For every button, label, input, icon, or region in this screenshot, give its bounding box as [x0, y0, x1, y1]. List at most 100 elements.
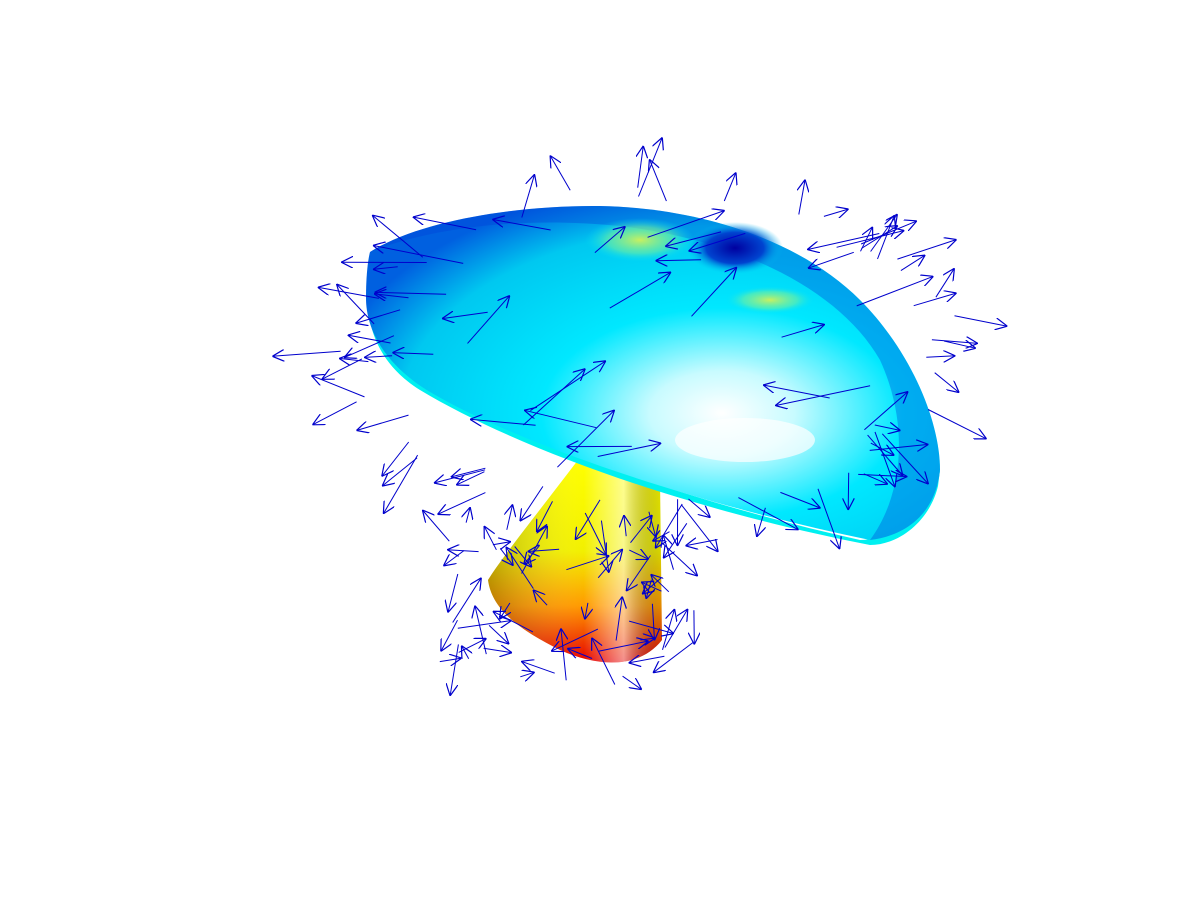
vector-arrow — [356, 414, 409, 430]
vector-arrow — [439, 658, 462, 662]
vector-arrow — [461, 646, 468, 660]
vector-arrow — [492, 542, 511, 545]
vector-arrow — [457, 621, 512, 629]
vector-arrow — [372, 215, 424, 258]
vector-arrow — [926, 356, 955, 357]
vector-arrow — [954, 315, 1008, 327]
vector-arrow — [575, 499, 601, 540]
vector-arrow — [373, 267, 398, 270]
vector-arrow — [483, 648, 512, 652]
vector-arrow — [434, 469, 486, 483]
vector-arrow — [856, 276, 934, 307]
vector-arrow — [775, 385, 871, 406]
vector-arrow — [311, 376, 365, 398]
vector-arrow — [458, 638, 487, 653]
vector-arrow — [451, 467, 486, 477]
vector-arrow — [934, 372, 960, 393]
vector-arrow — [656, 260, 702, 261]
vector-arrow — [943, 341, 976, 348]
vector-arrow — [689, 232, 746, 251]
vector-arrow — [685, 540, 718, 546]
vector-arrow — [466, 507, 470, 523]
vector-arrow — [863, 473, 888, 484]
vector-arrow — [823, 209, 849, 216]
vector-arrow — [521, 174, 535, 218]
vector-arrow — [344, 335, 395, 358]
vector-arrow — [628, 620, 674, 634]
vector-arrow — [524, 410, 597, 429]
vector-arrow — [626, 555, 651, 592]
vector-arrow — [441, 619, 458, 651]
vector-arrow — [874, 425, 901, 431]
vector-arrow — [649, 159, 667, 202]
vector-arrow — [781, 324, 825, 338]
vector-arrow — [622, 675, 642, 689]
vector-arrow — [897, 240, 956, 260]
vector-arrow — [663, 523, 688, 558]
vector-arrow — [520, 486, 544, 521]
vector-arrow — [651, 574, 670, 593]
vector-arrow — [624, 515, 626, 537]
vector-arrow — [661, 542, 698, 576]
vector-arrow — [383, 454, 419, 514]
vector-arrow — [488, 625, 509, 644]
vector-arrow — [799, 180, 805, 215]
vector-arrow — [638, 146, 644, 188]
vector-arrow — [757, 507, 766, 537]
vector-arrow — [597, 443, 662, 457]
vector-arrow — [566, 556, 609, 571]
vector-arrow — [443, 550, 465, 566]
vector-arrow — [467, 296, 510, 344]
vector-arrow — [860, 227, 873, 252]
vector-arrow — [688, 498, 711, 518]
vector-arrow — [913, 293, 957, 307]
vector-arrow — [392, 353, 434, 355]
vector-arrow — [448, 573, 459, 613]
vector-arrow — [738, 497, 798, 530]
vector-arrow — [422, 510, 450, 542]
vector-arrow — [927, 409, 987, 439]
vector-arrow — [662, 609, 675, 650]
vector-arrow — [450, 644, 459, 696]
vector-arrow — [313, 401, 357, 425]
vector-arrow — [318, 287, 379, 299]
vector-arrow — [528, 549, 560, 551]
vector-arrow — [935, 268, 955, 298]
vector-arrow — [493, 611, 534, 633]
vector-arrow — [723, 172, 736, 202]
vector-arrow — [484, 526, 497, 551]
vector-arrow — [382, 441, 410, 476]
vector-arrow — [900, 255, 925, 272]
vector-arrow — [691, 267, 737, 317]
vector-arrow — [364, 356, 393, 358]
vector-arrow — [598, 641, 649, 652]
vector-arrow — [877, 215, 895, 260]
vector-arrow — [870, 442, 895, 455]
vector-arrow — [492, 219, 551, 231]
vector-arrow — [530, 361, 606, 412]
vector-arrow — [382, 457, 418, 486]
vector-arrow — [630, 515, 653, 544]
mushroom-stem — [488, 460, 662, 663]
vector-arrow — [475, 606, 487, 655]
vector-arrow — [647, 211, 725, 238]
vector-arrow — [456, 471, 485, 485]
vector-arrow — [592, 638, 616, 685]
vector-arrow — [567, 648, 593, 659]
vector-arrow — [808, 251, 854, 268]
vector-arrow — [452, 578, 482, 623]
vector-arrow — [616, 596, 622, 641]
vector-arrow — [520, 672, 534, 677]
vector-arrow — [551, 628, 599, 651]
vector-arrow — [514, 546, 532, 568]
vector-arrow — [864, 392, 908, 431]
vector-arrow — [663, 535, 674, 570]
vector-arrow — [931, 340, 978, 344]
vector-arrow — [375, 292, 447, 294]
vector-arrow — [874, 431, 895, 487]
vector-arrow — [629, 656, 665, 663]
vector-arrow — [836, 231, 905, 248]
vector-arrow — [664, 609, 688, 648]
